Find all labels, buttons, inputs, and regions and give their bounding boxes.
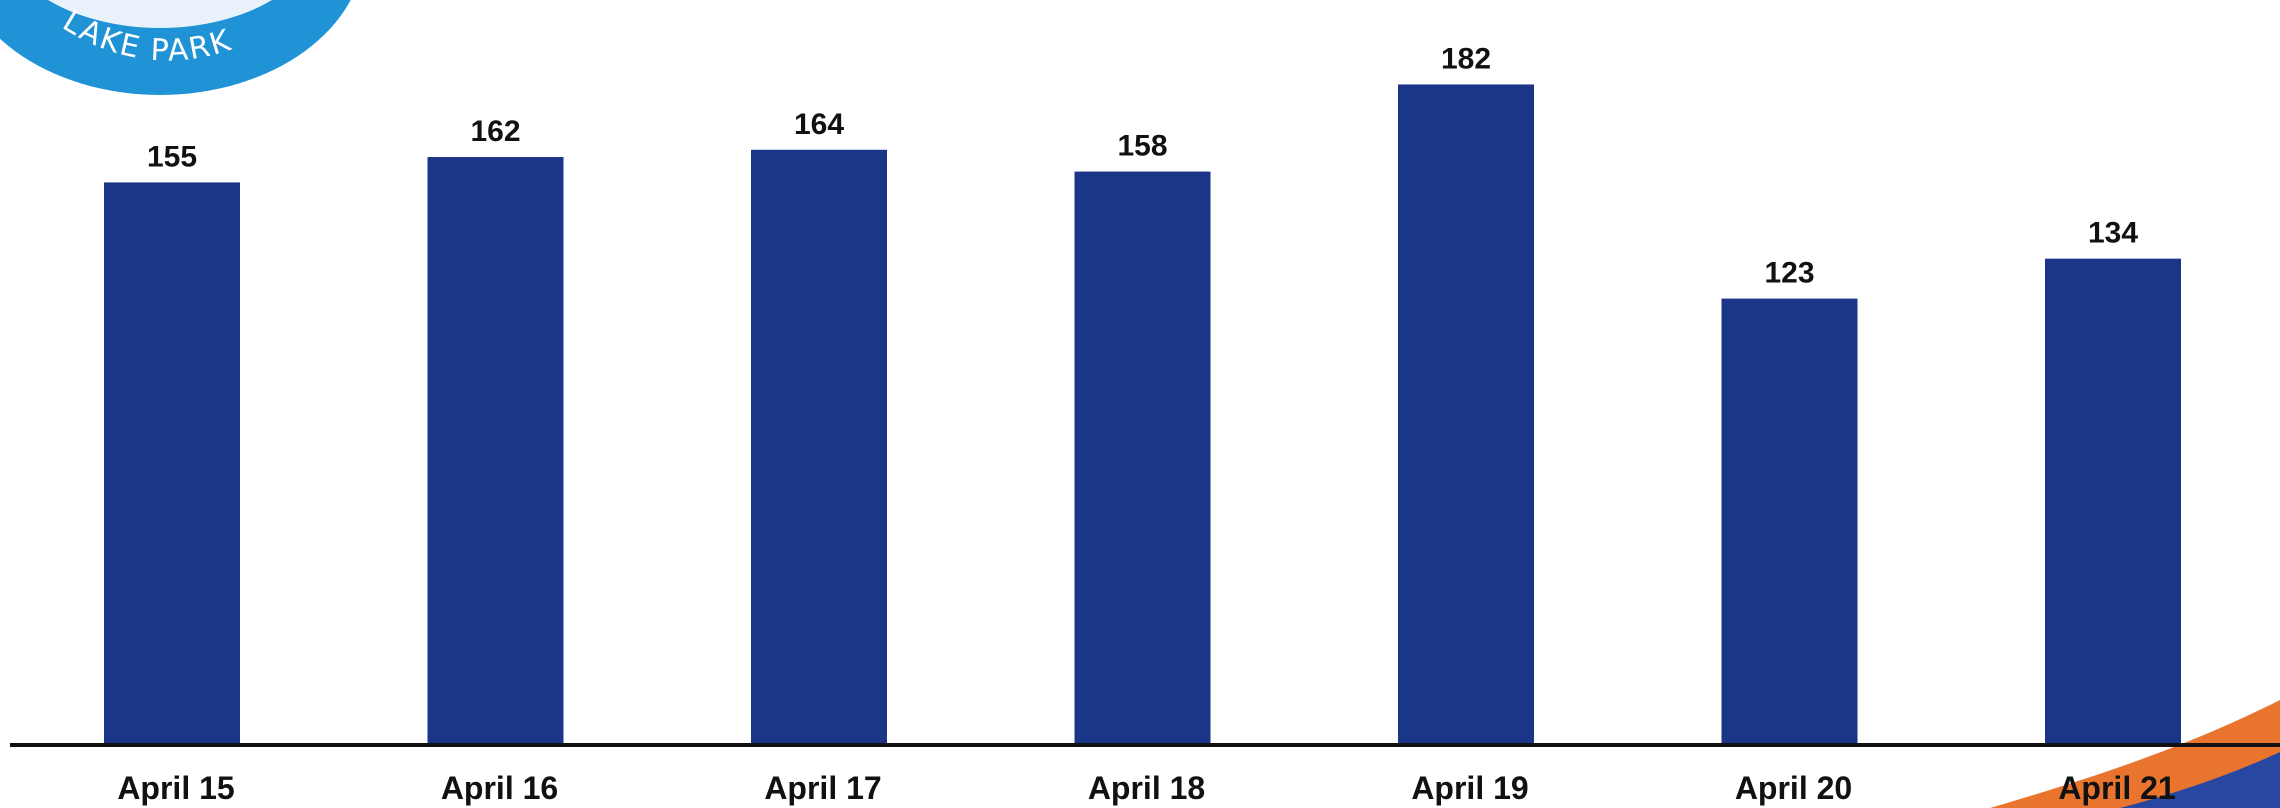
corner-decoration	[1990, 700, 2280, 808]
data-label: 182	[1441, 42, 1491, 75]
bar-april-19	[1398, 84, 1534, 745]
bar-april-17	[751, 149, 887, 745]
data-label: 134	[2088, 217, 2138, 250]
bars-layer	[104, 84, 2181, 746]
x-tick-label: April 15	[117, 770, 234, 806]
seal-inner-disc	[48, 0, 272, 28]
bar-april-15	[104, 182, 240, 746]
data-label: 155	[147, 140, 197, 173]
corner-swoosh-blue	[2120, 752, 2280, 808]
bar-april-20	[1721, 298, 1858, 745]
lake-park-seal-logo: LAKE PARK	[0, 0, 351, 95]
data-label: 158	[1117, 130, 1167, 163]
x-tick-label: April 20	[1735, 770, 1852, 806]
data-labels-layer: 155 162 164 158 182 123 134	[147, 42, 2138, 289]
x-tick-labels: April 15 April 16 April 17 April 18 April 19…	[117, 770, 2175, 806]
data-label: 164	[794, 108, 844, 141]
bar-april-16	[427, 157, 564, 745]
data-label: 123	[1764, 257, 1814, 290]
x-tick-label: April 21	[2058, 770, 2175, 806]
x-tick-label: April 17	[764, 770, 881, 806]
bar-april-18	[1074, 171, 1211, 745]
x-tick-label: April 16	[441, 770, 558, 806]
seal-outer-ring	[0, 0, 351, 95]
corner-swoosh-orange	[1990, 700, 2280, 808]
bar-april-21	[2045, 258, 2181, 745]
data-label: 162	[470, 115, 520, 148]
x-tick-label: April 19	[1411, 770, 1528, 806]
x-tick-label: April 18	[1088, 770, 1205, 806]
